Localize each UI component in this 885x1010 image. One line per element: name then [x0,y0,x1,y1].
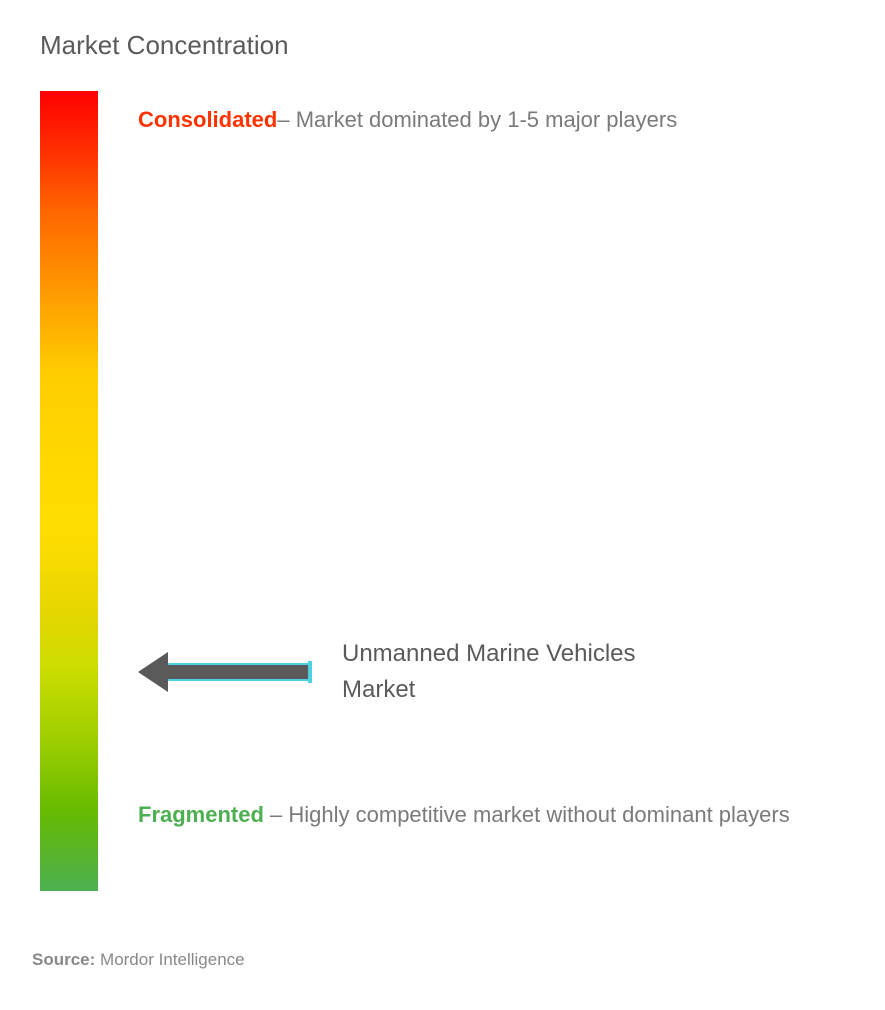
fragmented-label: Fragmented [138,802,264,827]
consolidated-label: Consolidated [138,107,277,132]
fragmented-description: – Highly competitive market without domi… [264,802,790,827]
source-label: Source: [32,950,95,969]
fragmented-section: Fragmented – Highly competitive market w… [138,791,825,839]
source-attribution: Source: Mordor Intelligence [32,950,245,970]
infographic-container: Market Concentration Consolidated– Marke… [0,0,885,941]
concentration-gradient-bar [40,91,98,891]
consolidated-section: Consolidated– Market dominated by 1-5 ma… [138,96,825,144]
text-content: Consolidated– Market dominated by 1-5 ma… [138,91,845,911]
arrow-head [138,652,168,692]
arrow-indicator-section: Unmanned Marine Vehicles Market [138,636,692,708]
market-name-label: Unmanned Marine Vehicles Market [342,636,692,708]
arrow-cap [308,661,312,683]
arrow-icon [138,652,312,692]
source-value: Mordor Intelligence [100,950,245,969]
page-title: Market Concentration [40,30,845,61]
arrow-body [168,663,308,681]
consolidated-description: – Market dominated by 1-5 major players [277,107,677,132]
main-content: Consolidated– Market dominated by 1-5 ma… [40,91,845,911]
gradient-bar-container [40,91,98,891]
